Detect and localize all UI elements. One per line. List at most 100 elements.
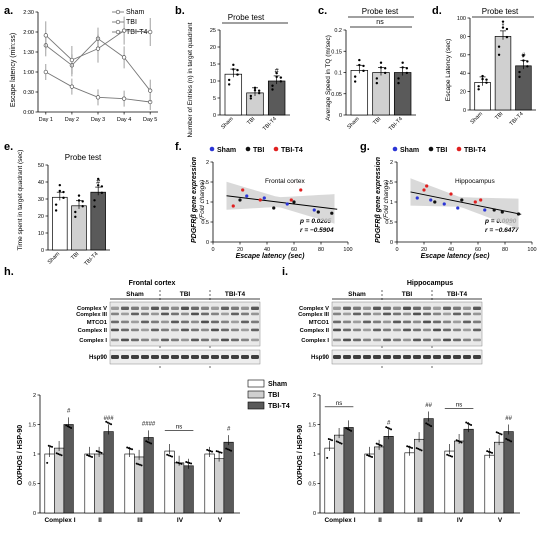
panel-f-point-tbi-t4	[258, 198, 262, 202]
loading-control-band	[141, 355, 149, 359]
panel-i_bar-datapoint	[508, 439, 511, 442]
blot-band	[473, 320, 481, 324]
blot-band	[383, 312, 391, 316]
panel-d-ytick-label: 100	[457, 16, 466, 22]
panel-h_bar-datapoint	[47, 444, 50, 447]
loading-control-band	[393, 355, 401, 359]
panel-b-ytick-label: 10	[210, 79, 216, 85]
blot-band	[171, 312, 179, 316]
panel-f-xtick-label: 80	[318, 247, 324, 253]
panel-h_bar-datapoint	[49, 445, 52, 448]
panel-g-point-tbi	[433, 200, 437, 204]
panel-h_bar-significance: ###	[104, 416, 115, 422]
blot-band	[443, 338, 451, 342]
blot-band	[181, 312, 189, 316]
panel-a-point-tbi-t4	[148, 29, 153, 35]
panel-g-ytick-label: 1.5	[385, 180, 393, 186]
panel-h_bar-datapoint	[97, 450, 100, 453]
panel-h_bar-datapoint	[66, 425, 69, 428]
loading-control-band	[383, 355, 391, 359]
panel-h_bar-xtick-label: Complex I	[44, 517, 75, 524]
panel-d-xtick-label: Sham	[470, 111, 485, 126]
panel-i_bar-significance: ##	[425, 403, 432, 409]
blot-band	[383, 328, 391, 332]
panel-b-bar-tbi	[246, 92, 264, 116]
panel-d-datapoint	[477, 85, 480, 88]
panel-b-datapoint	[275, 75, 278, 79]
panel-i_bar-datapoint	[468, 423, 471, 426]
panel-a-xtick-label: Day 1	[39, 117, 53, 123]
blot-band	[443, 320, 451, 324]
panel-d-significance: #	[521, 52, 525, 59]
panel-b-datapoint	[232, 68, 235, 71]
panel-h_bar-datapoint	[146, 441, 149, 444]
panel-e-ytick-label: 30	[38, 197, 44, 203]
blot-group-label: TBI-T4	[447, 291, 468, 298]
legend-dot-sham	[209, 146, 215, 152]
blot-band	[181, 306, 189, 310]
panel-h_bar-ytick-label: 2	[33, 393, 36, 399]
panel-h_bar-datapoint	[127, 447, 130, 450]
panel-h_bar-datapoint	[86, 454, 89, 457]
panel-e-bar-tbi	[71, 205, 87, 251]
panel-h_bar-datapoint	[188, 461, 191, 464]
panel-h_bar-bar-tbi-t4	[223, 441, 234, 514]
panel-g-point-sham	[483, 208, 487, 212]
blot-band	[191, 312, 199, 316]
blot-band	[181, 320, 189, 324]
blot-band	[161, 312, 169, 316]
panel-i_bar-datapoint	[500, 433, 503, 436]
panel-h_bar-datapoint	[105, 420, 108, 423]
blot-band	[201, 306, 209, 310]
panel-i_bar-datapoint	[420, 449, 423, 452]
panel-i_bar-datapoint	[489, 451, 492, 454]
blot-band-label: Complex III	[76, 312, 107, 318]
blot-group-label: TBI-T4	[225, 291, 246, 298]
blot-band	[363, 338, 371, 342]
panel-e-ytick-label: 20	[38, 214, 44, 220]
blot-band	[373, 312, 381, 316]
panel-f-ytick-label: 1.5	[201, 180, 209, 186]
panel-d-datapoint	[505, 27, 509, 31]
blot-band	[453, 320, 461, 324]
panel-h_bar-datapoint	[108, 422, 111, 425]
panel-f-point-sham	[285, 202, 289, 206]
blot-band	[333, 306, 341, 310]
blot-band	[393, 328, 401, 332]
blot-band	[343, 338, 351, 342]
panel-e-datapoint	[81, 205, 84, 208]
panel-i_bar-datapoint	[369, 455, 372, 458]
panel-e-datapoint	[58, 189, 62, 193]
panel-i_bar-ytick-label: 0.5	[308, 482, 316, 488]
blot-band	[363, 328, 371, 332]
panel-h_bar-datapoint	[57, 452, 60, 455]
panel-g-xtick-label: 20	[421, 247, 427, 253]
charts-layer: 0:00 0:30 1:00 1:30 2:00 2:30 Day 1 Day 2 Day 3 D…	[23, 9, 537, 524]
oxphos-legend: Sham TBI TBI-T4	[247, 379, 290, 410]
panel-a-legend-marker	[115, 9, 121, 15]
panel-f-point-sham	[245, 194, 249, 198]
blot-band	[473, 328, 481, 332]
legend-dot-tbi-t4	[273, 146, 279, 152]
panel-h_bar-datapoint	[131, 448, 134, 451]
panel-b-ytick-label: 25	[210, 28, 216, 34]
panel-h_bar-significance: #	[227, 426, 231, 432]
panel-h_bar-datapoint	[68, 426, 71, 429]
panel-h_bar-datapoint	[215, 450, 218, 453]
blot-band	[423, 312, 431, 316]
panel-f-ytick-label: 2	[206, 160, 209, 166]
panel-i_bar-significance: #	[387, 421, 391, 427]
panel-f-xtick-label: 60	[291, 247, 297, 253]
blot-band	[151, 328, 159, 332]
panel-h_bar-datapoint	[135, 462, 138, 465]
legend-tbi: TBI	[268, 392, 279, 399]
blot-band	[171, 306, 179, 310]
panel-e-datapoint	[54, 209, 58, 212]
panel-a-xtick-label: Day 3	[91, 117, 105, 123]
panel-d-title: Probe test	[482, 7, 519, 16]
blot-band-label: Complex I	[79, 338, 107, 344]
panel-a-ytick-label: 0:00	[23, 110, 34, 116]
panel-g-point-sham	[456, 206, 460, 210]
panel-i_bar-bar-tbi-t4	[383, 435, 394, 514]
panel-d-datapoint	[522, 54, 525, 57]
